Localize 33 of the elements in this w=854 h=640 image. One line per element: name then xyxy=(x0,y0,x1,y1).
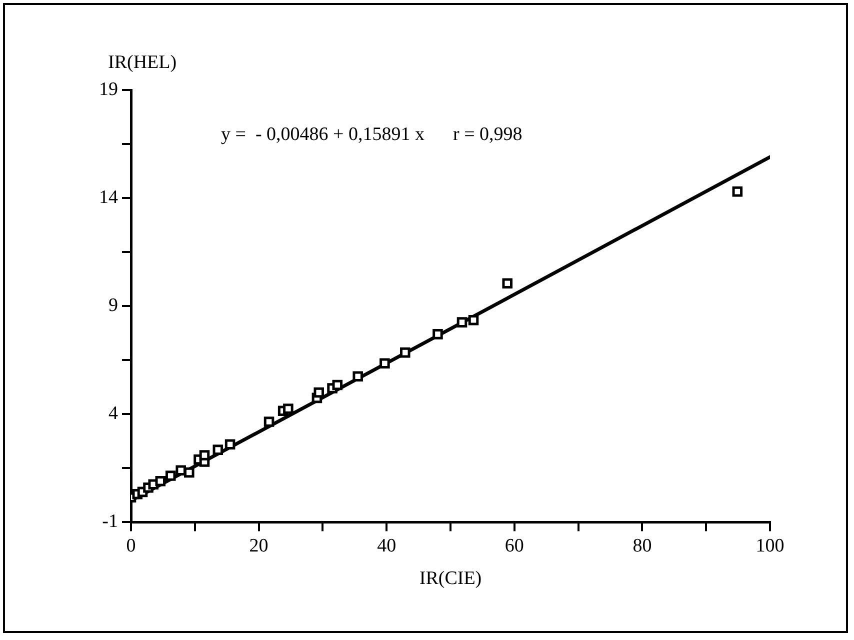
point xyxy=(264,416,274,427)
point xyxy=(212,444,224,455)
y-tick-label: 14 xyxy=(99,187,118,208)
point xyxy=(314,387,324,398)
y-axis-title: IR(HEL) xyxy=(108,52,177,73)
point xyxy=(456,317,468,328)
x-tick-label: 20 xyxy=(249,536,268,557)
point xyxy=(432,329,443,340)
x-tick-label: 80 xyxy=(632,536,652,557)
x-tick-label: 0 xyxy=(126,536,136,557)
x-tick-label: 60 xyxy=(504,536,524,557)
point xyxy=(199,450,210,460)
point xyxy=(224,439,236,450)
x-tick-label: 40 xyxy=(377,536,396,557)
x-axis-title: IR(CIE) xyxy=(419,568,482,590)
y-tick-label: 19 xyxy=(99,78,118,100)
point xyxy=(352,371,363,382)
y-tick-label: 9 xyxy=(108,295,118,316)
point xyxy=(732,186,743,197)
point xyxy=(400,347,410,358)
point xyxy=(468,315,479,326)
y-tick-label: 4 xyxy=(108,403,118,424)
x-tick-label: 100 xyxy=(756,536,784,557)
point xyxy=(165,470,176,481)
point xyxy=(332,380,343,390)
point xyxy=(502,278,513,289)
point xyxy=(380,358,390,369)
point xyxy=(184,467,194,478)
point xyxy=(155,476,166,486)
annotation: y = - 0,00486 + 0,15891 x r = 0,998 xyxy=(221,124,522,145)
point xyxy=(283,404,294,414)
point xyxy=(176,465,186,476)
y-tick-label: -1 xyxy=(102,511,118,532)
